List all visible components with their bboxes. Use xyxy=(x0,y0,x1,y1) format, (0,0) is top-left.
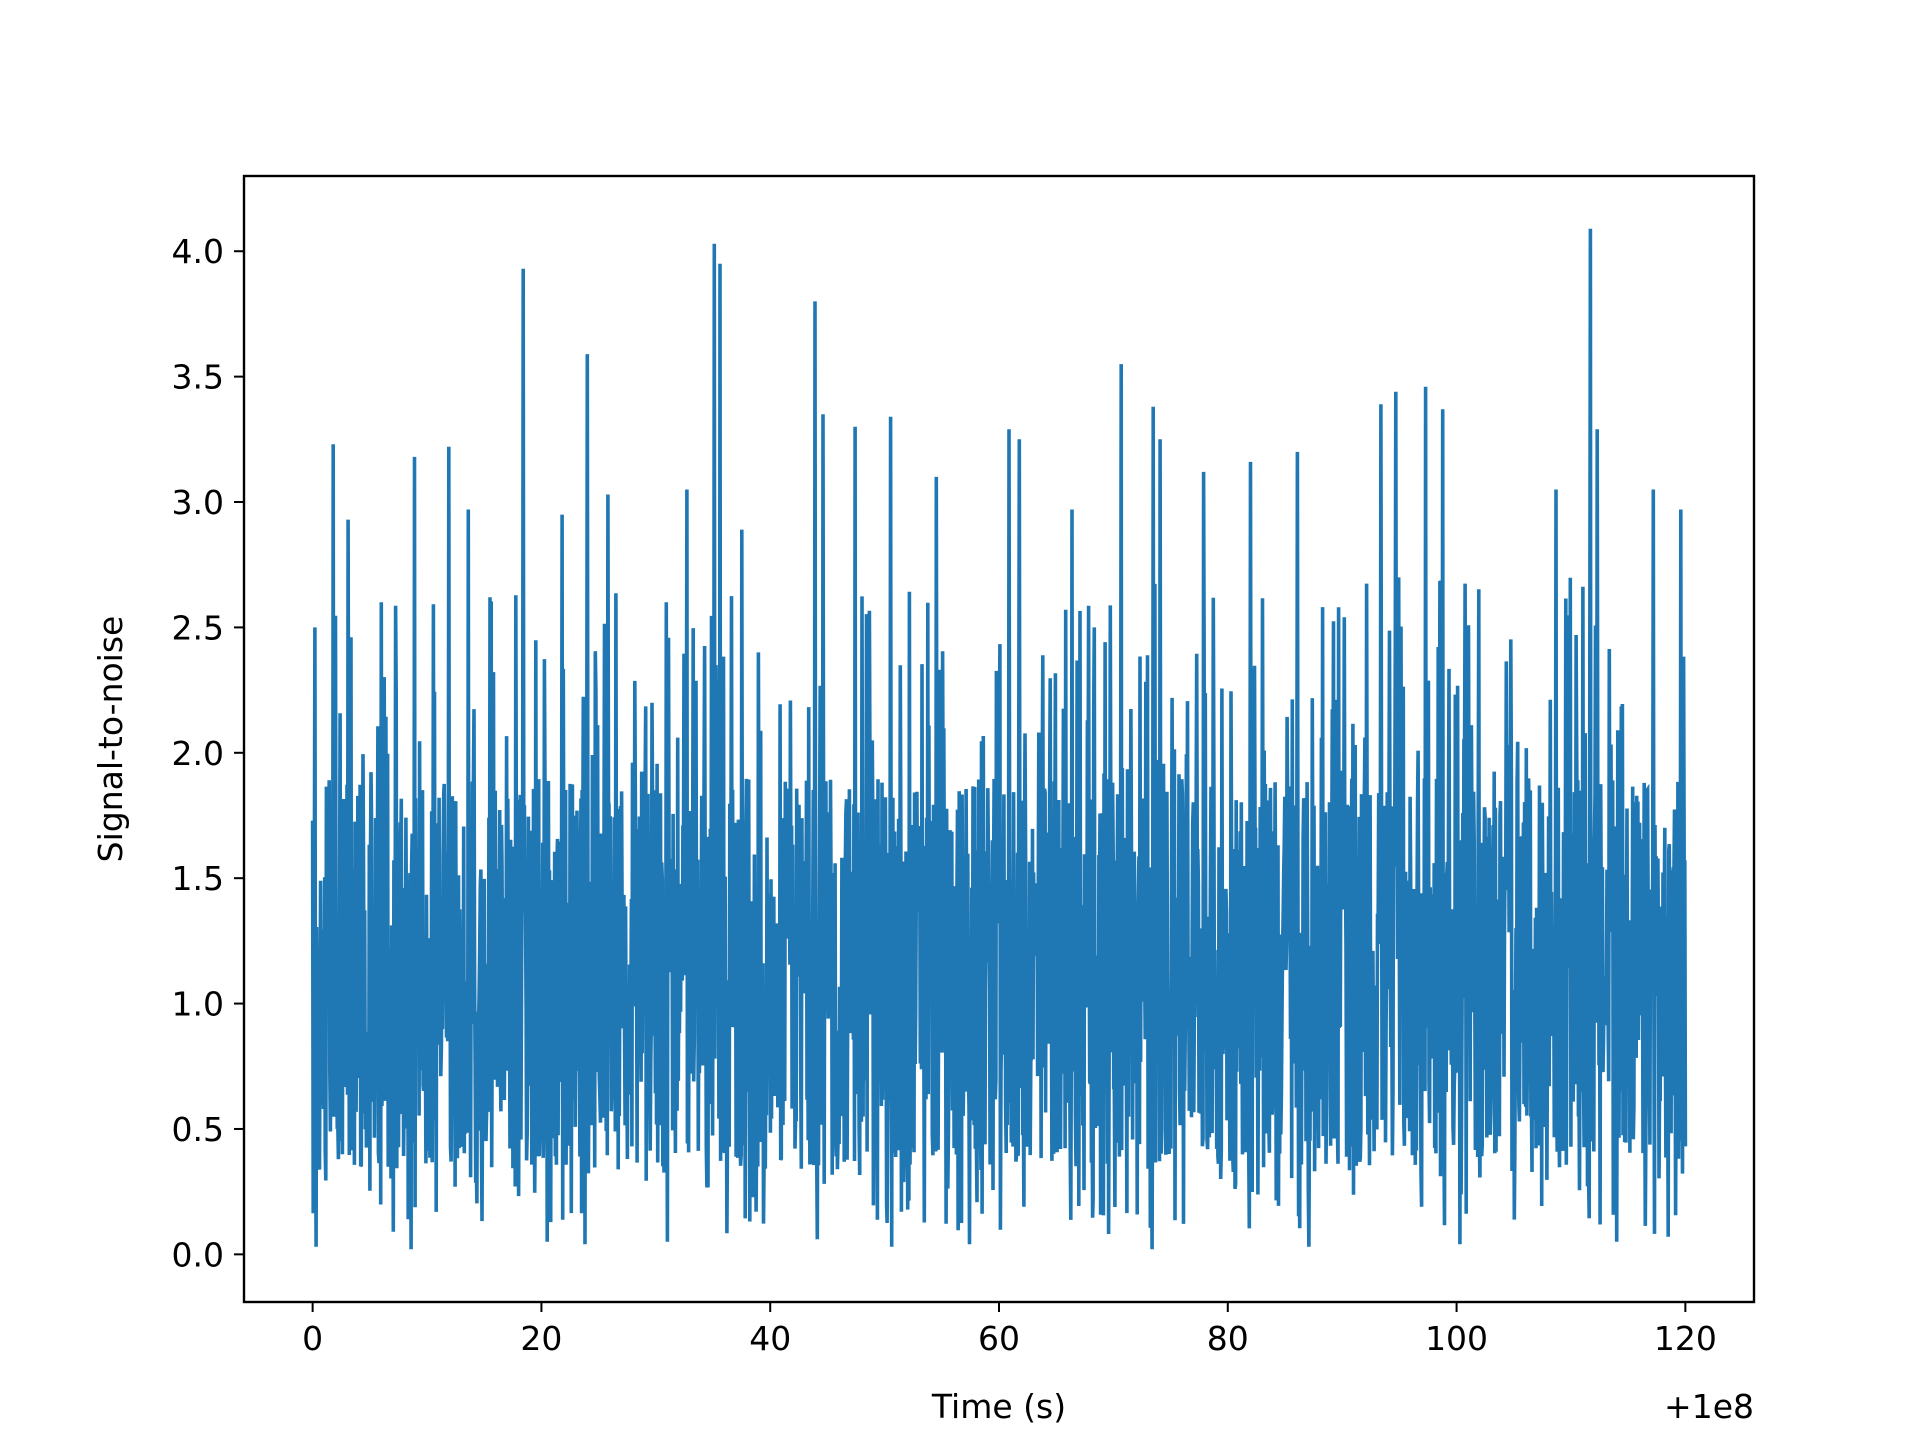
y-tick-label: 4.0 xyxy=(172,232,224,271)
y-tick-label: 2.0 xyxy=(172,734,224,773)
x-tick-label: 120 xyxy=(1654,1319,1717,1358)
y-tick-label: 1.0 xyxy=(172,985,224,1024)
series-layer xyxy=(310,228,1688,1250)
y-tick-label: 3.0 xyxy=(172,483,224,522)
signal-line xyxy=(310,228,1688,1250)
x-tick-label: 100 xyxy=(1425,1319,1488,1358)
y-tick-label: 3.5 xyxy=(172,358,224,397)
x-axis-offset-label: +1e8 xyxy=(1664,1387,1754,1426)
y-axis-ticks: 0.0 0.5 1.0 1.5 2.0 2.5 3.0 3.5 4.0 xyxy=(172,232,244,1274)
y-tick-label: 1.5 xyxy=(172,859,224,898)
y-tick-label: 0.0 xyxy=(172,1235,224,1274)
y-axis-label: Signal-to-noise xyxy=(91,616,130,863)
x-tick-label: 0 xyxy=(302,1319,323,1358)
x-tick-label: 40 xyxy=(749,1319,791,1358)
x-tick-label: 20 xyxy=(520,1319,562,1358)
y-tick-label: 0.5 xyxy=(172,1110,224,1149)
x-tick-label: 60 xyxy=(978,1319,1020,1358)
x-axis-ticks: 0 20 40 60 80 100 120 xyxy=(302,1302,1717,1358)
x-axis-label: Time (s) xyxy=(931,1387,1066,1426)
y-tick-label: 2.5 xyxy=(172,608,224,647)
x-tick-label: 80 xyxy=(1207,1319,1249,1358)
